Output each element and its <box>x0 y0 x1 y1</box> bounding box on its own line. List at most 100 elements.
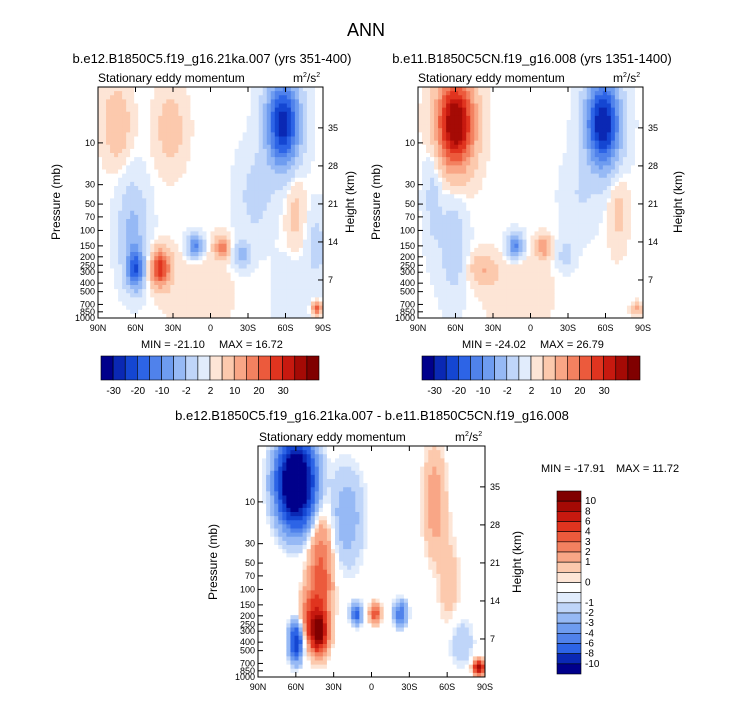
contour-cell <box>266 227 272 232</box>
contour-cell <box>262 313 268 319</box>
contour-cell <box>202 87 207 92</box>
contour-cell <box>154 173 159 179</box>
contour-cell <box>158 140 163 146</box>
contour-cell <box>206 214 211 220</box>
contour-cell <box>266 264 272 269</box>
contour-cell <box>102 289 107 294</box>
contour-cell <box>462 148 467 154</box>
contour-cell <box>286 115 292 121</box>
contour-cell <box>150 91 155 96</box>
contour-cell <box>174 128 179 133</box>
contour-cell <box>142 285 147 290</box>
contour-cell <box>550 165 556 170</box>
contour-cell <box>266 177 272 183</box>
contour-cell <box>290 219 296 224</box>
contour-cell <box>158 219 163 224</box>
contour-cell <box>162 219 167 224</box>
contour-cell <box>290 276 296 282</box>
contour-cell <box>558 181 564 187</box>
contour-cell <box>294 107 300 113</box>
contour-cell <box>490 210 495 216</box>
contour-cell <box>126 128 131 133</box>
contour-cell <box>198 309 203 315</box>
contour-cell <box>150 280 155 286</box>
contour-cell <box>274 239 280 245</box>
contour-cell <box>210 132 215 137</box>
contour-cell <box>502 153 507 158</box>
contour-cell <box>518 148 523 154</box>
contour-cell <box>266 111 272 117</box>
contour-cell <box>546 181 551 187</box>
contour-cell <box>198 111 203 117</box>
contour-cell <box>118 115 123 121</box>
contour-cell <box>250 120 256 125</box>
contour-cell <box>202 285 207 290</box>
contour-cell <box>138 202 143 208</box>
contour-cell <box>498 153 503 158</box>
contour-cell <box>470 165 475 170</box>
contour-cell <box>106 202 111 208</box>
contour-cell <box>210 136 215 142</box>
contour-cell <box>162 272 167 278</box>
contour-cell <box>238 297 244 302</box>
contour-cell <box>450 136 455 142</box>
contour-cell <box>202 214 207 220</box>
contour-cell <box>430 169 435 175</box>
contour-cell <box>98 227 103 232</box>
contour-cell <box>234 223 240 228</box>
contour-cell <box>598 91 604 96</box>
contour-cell <box>118 206 123 212</box>
contour-cell <box>214 309 219 315</box>
contour-cell <box>534 144 539 150</box>
contour-cell <box>278 247 284 253</box>
contour-cell <box>222 148 227 154</box>
contour-cell <box>222 313 227 319</box>
contour-cell <box>478 144 483 150</box>
contour-cell <box>270 309 276 315</box>
contour-cell <box>206 91 211 96</box>
contour-cell <box>606 91 612 96</box>
contour-cell <box>134 99 139 104</box>
contour-cell <box>434 169 439 175</box>
contour-cell <box>626 136 632 142</box>
contour-cell <box>126 202 131 208</box>
contour-cell <box>134 128 139 133</box>
contour-cell <box>426 202 431 208</box>
contour-cell <box>278 144 284 150</box>
contour-cell <box>118 260 123 265</box>
contour-cell <box>626 157 632 162</box>
contour-cell <box>206 165 211 170</box>
contour-cell <box>558 165 564 170</box>
contour-cell <box>294 202 300 208</box>
contour-cell <box>222 177 227 183</box>
contour-cell <box>594 181 600 187</box>
contour-cell <box>446 157 451 162</box>
contour-cell <box>298 87 304 92</box>
contour-cell <box>218 157 223 162</box>
contour-cell <box>286 260 292 265</box>
contour-cell <box>238 120 244 125</box>
contour-cell <box>586 173 592 179</box>
contour-cell <box>222 309 227 315</box>
contour-cell <box>274 91 280 96</box>
contour-cell <box>422 181 427 187</box>
contour-cell <box>486 140 491 146</box>
contour-cell <box>138 181 143 187</box>
contour-cell <box>598 103 604 109</box>
contour-cell <box>602 95 608 100</box>
contour-cell <box>218 223 223 228</box>
contour-cell <box>282 235 288 241</box>
contour-cell <box>462 169 467 175</box>
contour-cell <box>502 124 507 129</box>
contour-cell <box>102 132 107 137</box>
contour-cell <box>234 264 240 269</box>
contour-cell <box>514 115 519 121</box>
contour-cell <box>474 148 479 154</box>
contour-cell <box>226 87 231 92</box>
contour-cell <box>226 289 231 294</box>
contour-cell <box>138 293 143 298</box>
contour-cell <box>290 136 296 142</box>
contour-cell <box>190 309 195 315</box>
contour-cell <box>422 132 427 137</box>
contour-cell <box>206 247 211 253</box>
